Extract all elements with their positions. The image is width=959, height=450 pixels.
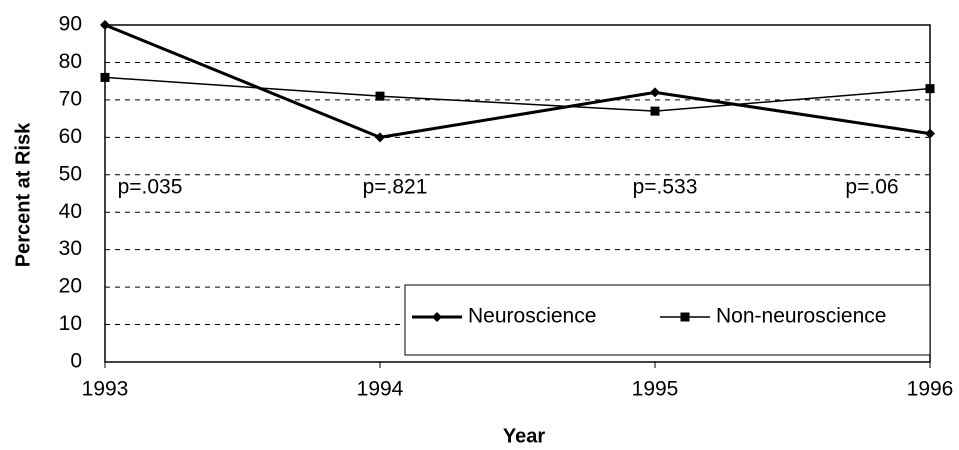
legend-label: Neuroscience (468, 305, 596, 328)
legend-label: Non-neuroscience (716, 305, 886, 328)
marker (375, 132, 385, 143)
marker (925, 84, 935, 94)
marker (100, 20, 110, 30)
y-tick-label: 50 (59, 162, 82, 185)
y-tick-label: 20 (59, 275, 82, 298)
x-tick-label: 1996 (907, 378, 954, 401)
annotation: p=.06 (845, 176, 898, 199)
x-tick-label: 1994 (357, 378, 404, 401)
marker (375, 91, 385, 101)
legend-box (404, 284, 931, 356)
x-axis-title: Year (503, 425, 545, 447)
x-tick-label: 1993 (82, 378, 129, 401)
series-line (104, 23, 931, 139)
marker (650, 106, 660, 116)
y-tick-label: 80 (59, 50, 82, 73)
y-tick-label: 30 (59, 237, 82, 260)
annotation: p=.821 (363, 176, 428, 199)
x-tick-label: 1995 (632, 378, 679, 401)
marker (432, 312, 442, 322)
y-axis-title: Percent at Risk (12, 122, 34, 267)
annotation: p=.533 (633, 176, 698, 199)
y-tick-label: 0 (70, 350, 82, 373)
marker (650, 87, 660, 98)
y-tick-label: 40 (59, 200, 82, 223)
series-line (104, 76, 931, 112)
y-tick-label: 10 (59, 312, 82, 335)
y-tick-label: 70 (59, 87, 82, 110)
y-tick-label: 90 (59, 13, 82, 36)
y-tick-label: 60 (59, 125, 82, 148)
plot-frame (104, 24, 931, 363)
marker (100, 72, 110, 82)
marker (680, 312, 690, 322)
annotation: p=.035 (118, 176, 183, 199)
marker (925, 128, 935, 139)
